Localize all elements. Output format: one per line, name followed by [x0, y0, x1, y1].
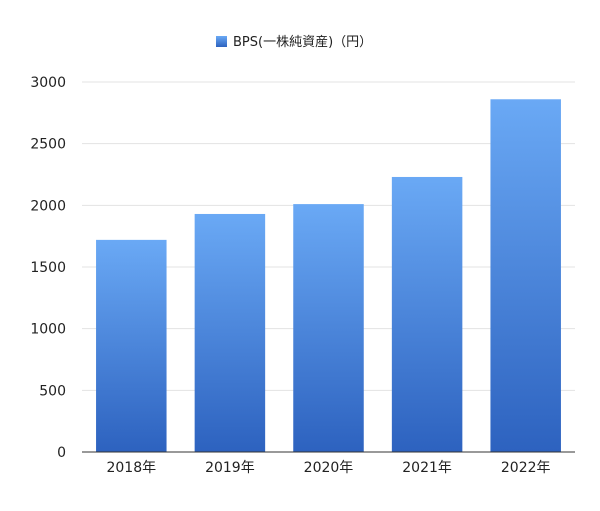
x-tick-label: 2020年 [304, 460, 354, 476]
bar [391, 176, 463, 452]
legend: BPS(一株純資産)（円） [216, 34, 372, 50]
x-tick-label: 2022年 [501, 460, 551, 476]
y-tick-label: 2500 [30, 137, 66, 153]
x-tick-label: 2021年 [402, 460, 452, 476]
bar [293, 204, 364, 452]
y-axis-tick-labels: 0 500 1000 1500 2000 2500 3000 [30, 75, 66, 461]
bar [96, 239, 167, 452]
y-tick-label: 500 [39, 383, 66, 399]
y-tick-label: 2000 [30, 198, 66, 214]
x-tick-label: 2018年 [106, 460, 156, 476]
x-axis-tick-labels: 2018年 2019年 2020年 2021年 2022年 [106, 460, 550, 476]
y-tick-label: 3000 [30, 75, 66, 91]
bar [194, 213, 266, 452]
legend-label: BPS(一株純資産)（円） [233, 34, 372, 50]
y-tick-label: 1500 [30, 260, 66, 276]
y-tick-label: 1000 [30, 322, 66, 338]
y-tick-label: 0 [57, 445, 66, 461]
x-tick-label: 2019年 [205, 460, 255, 476]
bar [490, 99, 561, 453]
legend-swatch [216, 36, 227, 47]
bars [96, 99, 561, 453]
